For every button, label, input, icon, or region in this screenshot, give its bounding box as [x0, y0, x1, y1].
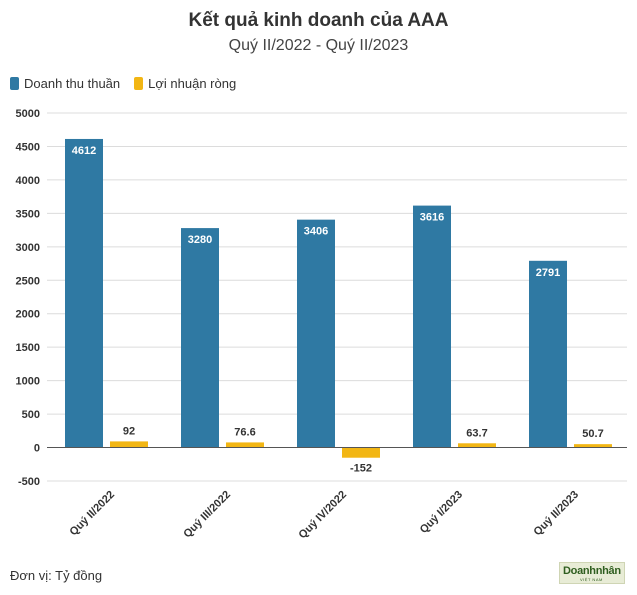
chart-title: Kết quả kinh doanh của AAA [188, 10, 449, 31]
legend-swatch-revenue [10, 77, 19, 90]
legend-label-revenue: Doanh thu thuần [24, 76, 121, 91]
data-label-profit: -152 [350, 463, 372, 475]
y-tick-label: 500 [22, 409, 40, 421]
logo-text: Doanhnhân [563, 565, 621, 577]
data-label-revenue: 4612 [72, 145, 96, 157]
y-tick-label: 4000 [16, 175, 40, 187]
bar-profit [342, 447, 380, 458]
data-label-revenue: 3280 [188, 234, 212, 246]
unit-note: Đơn vị: Tỷ đồng [10, 568, 103, 583]
y-tick-label: 4500 [16, 141, 40, 153]
y-tick-label: 1000 [16, 376, 40, 388]
y-tick-label: -500 [18, 476, 40, 488]
data-label-profit: 92 [123, 425, 135, 437]
y-tick-label: 3500 [16, 208, 40, 220]
bar-profit [574, 444, 612, 448]
data-label-revenue: 3616 [420, 212, 444, 224]
bar-chart: 5000450040003500300025002000150010005000… [16, 108, 627, 542]
bar-revenue [181, 228, 219, 448]
bar-profit [458, 443, 496, 448]
bar-revenue [413, 205, 451, 448]
bar-profit [226, 442, 264, 448]
chart-subtitle: Quý II/2022 - Quý II/2023 [228, 37, 409, 54]
legend-item-profit[interactable]: Lợi nhuận ròng [134, 76, 236, 91]
y-tick-label: 2000 [16, 309, 40, 321]
legend: Doanh thu thuần Lợi nhuận ròng [10, 76, 250, 91]
data-label-profit: 76.6 [234, 426, 255, 438]
publisher-logo: Doanhnhân VIỆT NAM [559, 562, 625, 584]
x-tick-label: Quý II/2022 [68, 489, 118, 539]
data-label-profit: 63.7 [466, 427, 487, 439]
data-label-profit: 50.7 [582, 428, 603, 440]
legend-item-revenue[interactable]: Doanh thu thuần [10, 76, 120, 91]
bar-revenue [65, 138, 103, 448]
y-tick-label: 2500 [16, 275, 40, 287]
x-tick-label: Quý III/2022 [181, 489, 233, 541]
legend-label-profit: Lợi nhuận ròng [148, 76, 237, 91]
logo-subtext: VIỆT NAM [580, 577, 603, 582]
bar-revenue [529, 260, 567, 448]
data-label-revenue: 2791 [536, 267, 560, 279]
y-tick-label: 3000 [16, 242, 40, 254]
bar-profit [110, 441, 148, 448]
legend-swatch-profit [134, 77, 144, 90]
x-tick-label: Quý II/2023 [532, 489, 582, 539]
x-tick-label: Quý I/2023 [418, 489, 465, 536]
y-tick-label: 1500 [16, 342, 40, 354]
y-tick-label: 0 [34, 443, 40, 455]
bar-revenue [297, 219, 335, 448]
data-label-revenue: 3406 [304, 226, 328, 238]
x-tick-label: Quý IV/2022 [297, 489, 350, 542]
y-tick-label: 5000 [16, 108, 40, 120]
